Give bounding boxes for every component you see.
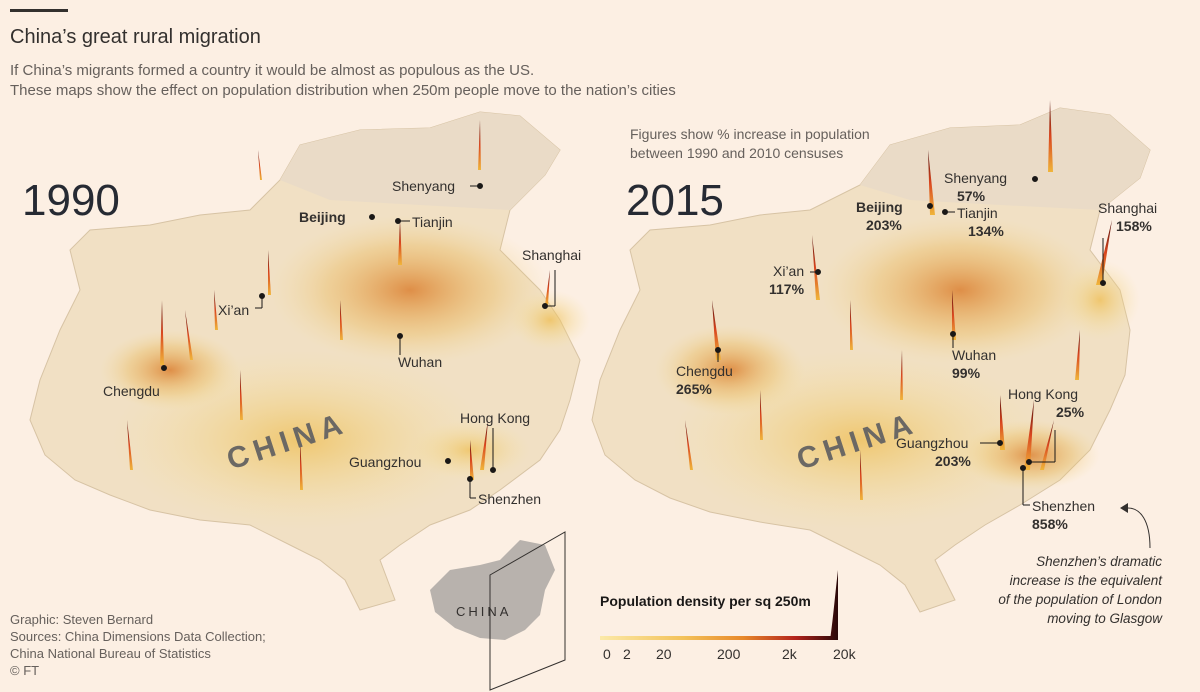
pct-2015-xian: 117% bbox=[769, 281, 805, 297]
city-1990-shenyang: Shenyang bbox=[392, 178, 456, 194]
city-1990-tianjin: Tianjin bbox=[412, 214, 453, 230]
credit-copyright: © FT bbox=[10, 663, 40, 678]
city-1990-shanghai: Shanghai bbox=[522, 247, 582, 263]
legend-title: Population density per sq 250m bbox=[600, 593, 811, 609]
subtitle-line-2: These maps show the effect on population… bbox=[10, 82, 676, 99]
legend-tick-200: 200 bbox=[717, 646, 741, 662]
map-2015-land bbox=[591, 107, 1151, 613]
subtitle-line-1: If China’s migrants formed a country it … bbox=[10, 62, 535, 79]
pct-2015-guangzhou: 203% bbox=[935, 453, 971, 469]
city-2015-chengdu: Chengdu bbox=[676, 363, 733, 379]
annotation-arrow bbox=[1127, 507, 1151, 549]
city-1990-xian: Xi’an bbox=[218, 302, 250, 318]
annotation-line-4: moving to Glasgow bbox=[1047, 611, 1162, 626]
credit-sources-2: China National Bureau of Statistics bbox=[10, 646, 211, 661]
legend-tick-2: 2 bbox=[623, 646, 631, 662]
map-2015-spikes bbox=[685, 100, 1112, 500]
pct-2015-wuhan: 99% bbox=[952, 365, 981, 381]
city-2015-xian: Xi’an bbox=[773, 263, 805, 279]
pct-2015-shenzhen: 858% bbox=[1032, 516, 1068, 532]
city-1990-hongkong: Hong Kong bbox=[460, 410, 531, 426]
map-1990-markers bbox=[161, 183, 556, 499]
city-2015-shenzhen: Shenzhen bbox=[1032, 498, 1096, 514]
locator-inset bbox=[430, 531, 566, 691]
legend-tick-20: 20 bbox=[656, 646, 672, 662]
locator-label: CHINA bbox=[456, 604, 512, 619]
city-2015-shenyang: Shenyang bbox=[944, 170, 1008, 186]
pct-2015-tianjin: 134% bbox=[968, 223, 1004, 239]
city-1990-beijing: Beijing bbox=[299, 209, 346, 225]
page-title: China’s great rural migration bbox=[10, 26, 261, 48]
pct-2015-hongkong: 25% bbox=[1056, 404, 1085, 420]
city-1990-guangzhou: Guangzhou bbox=[349, 454, 422, 470]
city-2015-hongkong: Hong Kong bbox=[1008, 386, 1079, 402]
city-2015-tianjin: Tianjin bbox=[957, 205, 998, 221]
pct-2015-chengdu: 265% bbox=[676, 381, 712, 397]
year-2015-label: 2015 bbox=[626, 176, 724, 225]
note-line-1: Figures show % increase in population bbox=[630, 126, 870, 142]
pct-2015-shenyang: 57% bbox=[957, 188, 986, 204]
note-line-2: between 1990 and 2010 censuses bbox=[630, 145, 844, 161]
legend-tick-20k: 20k bbox=[833, 646, 856, 662]
annotation-line-3: of the population of London bbox=[998, 592, 1162, 607]
annotation-line-1: Shenzhen’s dramatic bbox=[1036, 554, 1162, 569]
annotation-line-2: increase is the equivalent bbox=[1009, 573, 1162, 588]
pct-2015-beijing: 203% bbox=[866, 217, 902, 233]
city-2015-guangzhou: Guangzhou bbox=[896, 435, 969, 451]
annotation-arrowhead bbox=[1120, 503, 1128, 513]
shenzhen-annotation: Shenzhen’s dramatic increase is the equi… bbox=[998, 552, 1162, 628]
pct-2015-shanghai: 158% bbox=[1116, 218, 1152, 234]
legend-tick-0: 0 bbox=[603, 646, 611, 662]
year-1990-label: 1990 bbox=[22, 176, 120, 225]
city-2015-beijing: Beijing bbox=[856, 199, 903, 215]
map-2015-markers bbox=[715, 176, 1106, 506]
credit-graphic: Graphic: Steven Bernard bbox=[10, 612, 154, 627]
city-1990-chengdu: Chengdu bbox=[103, 383, 160, 399]
city-2015-wuhan: Wuhan bbox=[952, 347, 997, 363]
city-1990-wuhan: Wuhan bbox=[398, 354, 443, 370]
legend-bar bbox=[600, 570, 838, 640]
city-1990-shenzhen: Shenzhen bbox=[478, 491, 542, 507]
header-rule bbox=[10, 9, 68, 12]
map-1990-spikes bbox=[127, 120, 550, 490]
city-2015-shanghai: Shanghai bbox=[1098, 200, 1158, 216]
legend-tick-2k: 2k bbox=[782, 646, 797, 662]
credit-sources-1: Sources: China Dimensions Data Collectio… bbox=[10, 629, 266, 644]
